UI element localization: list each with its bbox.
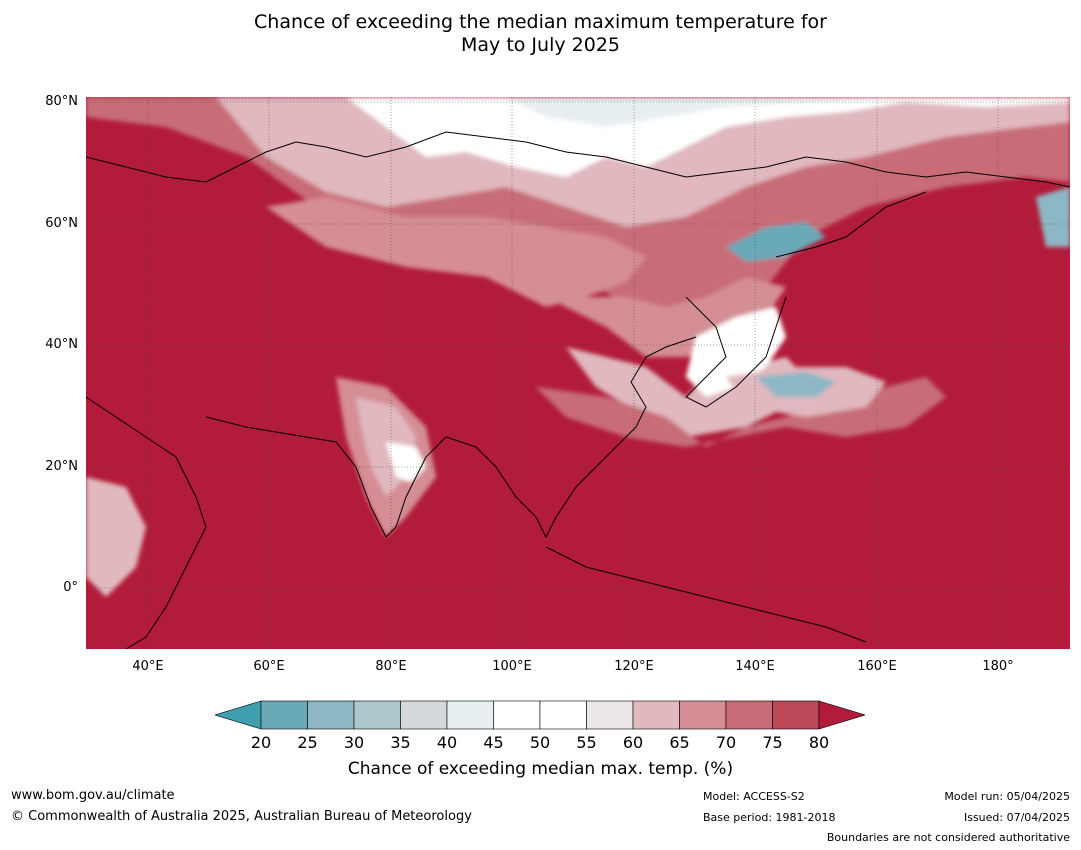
map-region-north-grey (506, 97, 886, 127)
forecast-map (86, 97, 1070, 649)
colorbar-tick-25: 25 (297, 733, 318, 752)
colorbar-tick-70: 70 (715, 733, 737, 752)
colorbar-40-45 (446, 700, 494, 730)
lon-label-40e: 40°E (132, 659, 164, 674)
coastlines (86, 131, 1070, 649)
lat-label-20n: 20°N (45, 459, 78, 474)
colorbar-tick-80: 80 (808, 733, 830, 752)
lon-label-160e: 160°E (857, 659, 897, 674)
lat-label-40n: 40°N (45, 337, 78, 352)
lat-label-80n: 80°N (45, 94, 78, 109)
colorbar-tick-75: 75 (762, 733, 783, 752)
colorbar-tick-45: 45 (483, 733, 504, 752)
colorbar-tick-20: 20 (250, 733, 272, 752)
colorbar-title: Chance of exceeding median max. temp. (%… (347, 759, 734, 779)
colorbar-20-25 (260, 700, 308, 730)
map-region-india-white (386, 442, 426, 482)
map-region-siberia-pink (266, 197, 646, 307)
lon-label-180: 180° (982, 659, 1014, 674)
map-region-east-africa-light (86, 477, 146, 597)
colorbar-75-80 (772, 700, 820, 730)
colorbar-tick-50: 50 (529, 733, 551, 752)
footer-model-run: Model run: 05/04/2025 (944, 790, 1070, 803)
lat-label-0: 0° (63, 580, 78, 595)
colorbar-tick-55: 55 (576, 733, 597, 752)
footer-model: Model: ACCESS-S2 (703, 790, 805, 803)
map-region-south-china (536, 377, 946, 447)
footer-copyright: © Commonwealth of Australia 2025, Austra… (11, 809, 472, 824)
colorbar-gt80 (818, 700, 865, 730)
map-region-kamchatka-teal (726, 222, 826, 262)
colorbar-35-40 (400, 700, 448, 730)
footer-website-link[interactable]: www.bom.gov.au/climate (11, 788, 175, 803)
colorbar (215, 700, 865, 730)
lat-label-60n: 60°N (45, 216, 78, 231)
lon-label-100e: 100°E (492, 659, 532, 674)
lon-label-140e: 140°E (735, 659, 775, 674)
colorbar-tick-65: 65 (669, 733, 690, 752)
gridlines (86, 97, 1070, 649)
footer-base-period: Base period: 1981-2018 (703, 811, 836, 824)
colorbar-30-35 (353, 700, 401, 730)
colorbar-45-50 (493, 700, 541, 730)
chart-title-line2: May to July 2025 (461, 34, 620, 56)
colorbar-tick-40: 40 (436, 733, 458, 752)
colorbar-70-75 (725, 700, 773, 730)
colorbar-55-60 (586, 700, 634, 730)
map-region-japan-white (686, 307, 786, 397)
colorbar-25-30 (307, 700, 355, 730)
lon-label-60e: 60°E (253, 659, 285, 674)
footer-issued: Issued: 07/04/2025 (963, 811, 1070, 824)
colorbar-lt20 (215, 700, 262, 730)
lon-label-120e: 120°E (614, 659, 654, 674)
footer-disclaimer: Boundaries are not considered authoritat… (826, 831, 1070, 844)
chart-title-line1: Chance of exceeding the median maximum t… (254, 11, 827, 33)
colorbar-tick-35: 35 (390, 733, 411, 752)
map-region-far-east-teal (1036, 187, 1070, 247)
colorbar-tick-60: 60 (622, 733, 644, 752)
map-region-north-white (346, 97, 1070, 177)
colorbar-60-65 (632, 700, 680, 730)
colorbar-tick-30: 30 (343, 733, 365, 752)
lon-label-80e: 80°E (375, 659, 407, 674)
map-region-pacific-teal (756, 372, 836, 397)
colorbar-50-55 (539, 700, 587, 730)
colorbar-65-70 (679, 700, 727, 730)
